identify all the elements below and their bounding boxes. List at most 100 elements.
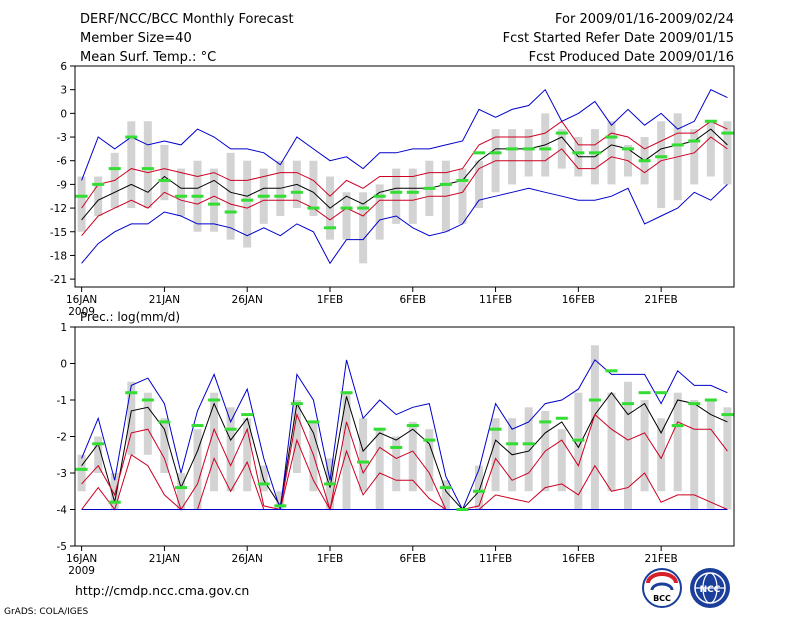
series-line-ensemble-mean <box>81 391 728 511</box>
x-tick-label: 6FEB <box>399 553 426 565</box>
spread-box <box>292 400 301 473</box>
precip-panel-label: Prec.: log(mm/d) <box>80 310 180 324</box>
observation-marker <box>390 445 403 449</box>
spread-box <box>110 473 119 510</box>
spread-box <box>524 129 533 177</box>
spread-box <box>375 429 384 510</box>
x-year-label: 2009 <box>68 565 95 577</box>
spread-box <box>640 400 649 492</box>
series-line-minimum <box>81 184 728 265</box>
observation-marker <box>555 131 568 135</box>
observation-marker <box>208 398 221 402</box>
observation-marker <box>456 178 469 182</box>
spread-box <box>94 176 103 216</box>
series-line-upper-spread <box>81 412 728 511</box>
observation-marker <box>158 178 171 182</box>
spread-box <box>375 184 384 240</box>
y-tick-label: -15 <box>50 227 67 239</box>
bcc-logo: BCC <box>642 568 682 608</box>
member-size-label: Member Size=40 <box>80 31 192 46</box>
spread-box <box>342 192 351 240</box>
spread-box <box>276 491 285 510</box>
spread-box <box>508 129 517 185</box>
x-tick-label: 16JAN <box>66 294 97 306</box>
observation-marker <box>622 147 635 151</box>
grads-credit: GrADS: COLA/IGES <box>4 607 88 617</box>
observation-marker <box>704 398 717 402</box>
observation-marker <box>671 424 684 428</box>
x-tick-label: 21JAN <box>149 294 180 306</box>
spread-box <box>77 176 86 232</box>
y-tick-label: -1 <box>57 395 67 407</box>
variable-label: Mean Surf. Temp.: °C <box>80 50 216 65</box>
observation-marker <box>141 167 154 171</box>
observation-marker <box>307 206 320 210</box>
spread-box <box>657 418 666 492</box>
x-tick-label: 26JAN <box>232 294 263 306</box>
x-tick-label: 11FEB <box>479 553 512 565</box>
y-tick-label: -21 <box>50 274 67 286</box>
observation-marker <box>75 194 88 198</box>
x-tick-label: 26JAN <box>232 553 263 565</box>
bcc-logo-text: BCC <box>653 594 671 603</box>
observation-marker <box>241 198 254 202</box>
observation-marker <box>506 442 519 446</box>
y-tick-label: -5 <box>57 541 67 553</box>
spread-box <box>690 129 699 185</box>
x-tick-label: 21FEB <box>645 553 678 565</box>
observation-marker <box>406 424 419 428</box>
observation-marker <box>340 206 353 210</box>
source-url: http://cmdp.ncc.cma.gov.cn <box>75 583 249 598</box>
series-line-maximum <box>81 88 728 181</box>
spread-box <box>160 418 169 473</box>
spread-box <box>193 429 202 510</box>
y-tick-label: -2 <box>57 432 67 444</box>
spread-box <box>607 121 616 185</box>
spread-box <box>226 407 235 492</box>
observation-marker <box>125 135 138 139</box>
observation-marker <box>357 206 370 210</box>
spread-box <box>723 407 732 510</box>
spread-box <box>458 168 467 224</box>
observation-marker <box>290 190 303 194</box>
spread-box <box>210 392 219 492</box>
spread-box <box>243 418 252 492</box>
observation-marker <box>655 155 668 159</box>
x-year-label: 2009 <box>68 306 95 318</box>
observation-marker <box>290 402 303 406</box>
spread-box <box>359 192 368 264</box>
observation-marker <box>539 420 552 424</box>
observation-marker <box>423 438 436 442</box>
spread-box <box>94 436 103 473</box>
observation-marker <box>174 486 187 490</box>
y-tick-label: 0 <box>60 108 67 120</box>
observation-marker <box>274 194 287 198</box>
observation-marker <box>638 391 651 395</box>
spread-box <box>127 381 136 455</box>
spread-box <box>657 121 666 209</box>
observation-marker <box>257 482 270 486</box>
observation-marker <box>158 420 171 424</box>
observation-marker <box>605 369 618 373</box>
observation-marker <box>473 489 486 493</box>
observation-marker <box>688 139 701 143</box>
observation-marker <box>390 190 403 194</box>
observation-marker <box>588 398 601 402</box>
observation-marker <box>108 167 121 171</box>
observation-marker <box>423 186 436 190</box>
observation-marker <box>572 438 585 442</box>
y-tick-label: -3 <box>57 132 67 144</box>
observation-marker <box>522 442 535 446</box>
observation-marker <box>473 151 486 155</box>
plot-frame <box>74 65 735 288</box>
observation-marker <box>688 402 701 406</box>
ncc-logo: NCC <box>690 568 730 608</box>
spread-box <box>127 121 136 209</box>
observation-marker <box>108 500 121 504</box>
temperature-panel: 6 3 0 -3 -6 -9 -12 -15 -18 -21 16JAN 21JAN 26JAN 1FEB… <box>50 61 735 318</box>
observation-marker <box>174 194 187 198</box>
observation-marker <box>357 460 370 464</box>
y-tick-label: -3 <box>57 468 67 480</box>
spread-box <box>143 392 152 455</box>
